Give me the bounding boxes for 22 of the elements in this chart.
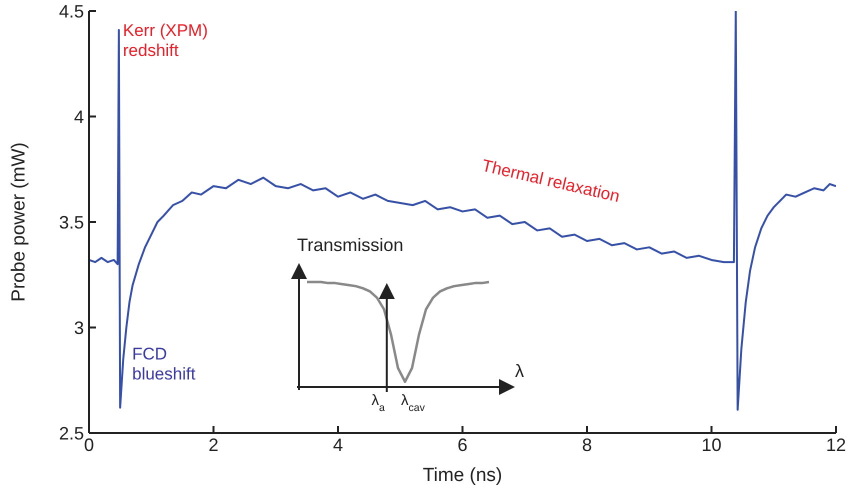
annotation: λ$_{a}$ bbox=[371, 392, 385, 414]
line-series bbox=[89, 11, 836, 411]
x-tick-label: 0 bbox=[84, 434, 94, 455]
y-tick-label: 2.5 bbox=[58, 423, 84, 444]
annotation: Kerr (XPM) redshift bbox=[122, 20, 208, 60]
y-tick-label: 4 bbox=[74, 106, 84, 127]
annotation: FCD blueshift bbox=[132, 344, 196, 384]
x-axis-title: λ bbox=[515, 361, 524, 381]
annotation: λ$_{cav}$ bbox=[401, 392, 426, 414]
x-tick-label: 6 bbox=[457, 434, 468, 455]
y-tick-label: 4.5 bbox=[58, 1, 84, 22]
x-tick-label: 8 bbox=[582, 434, 592, 455]
x-axis-title: Time (ns) bbox=[422, 465, 502, 486]
x-tick-label: 10 bbox=[701, 434, 722, 455]
y-axis-title: Transmission bbox=[297, 235, 404, 255]
x-tick-label: 12 bbox=[826, 434, 846, 455]
x-tick-label: 2 bbox=[208, 434, 219, 455]
y-tick-label: 3 bbox=[74, 318, 84, 338]
annotation: Thermal relaxation bbox=[480, 156, 622, 206]
x-tick-label: 4 bbox=[332, 434, 344, 455]
y-axis-title: Probe power (mW) bbox=[8, 142, 30, 302]
y-tick-label: 3.5 bbox=[58, 212, 84, 232]
